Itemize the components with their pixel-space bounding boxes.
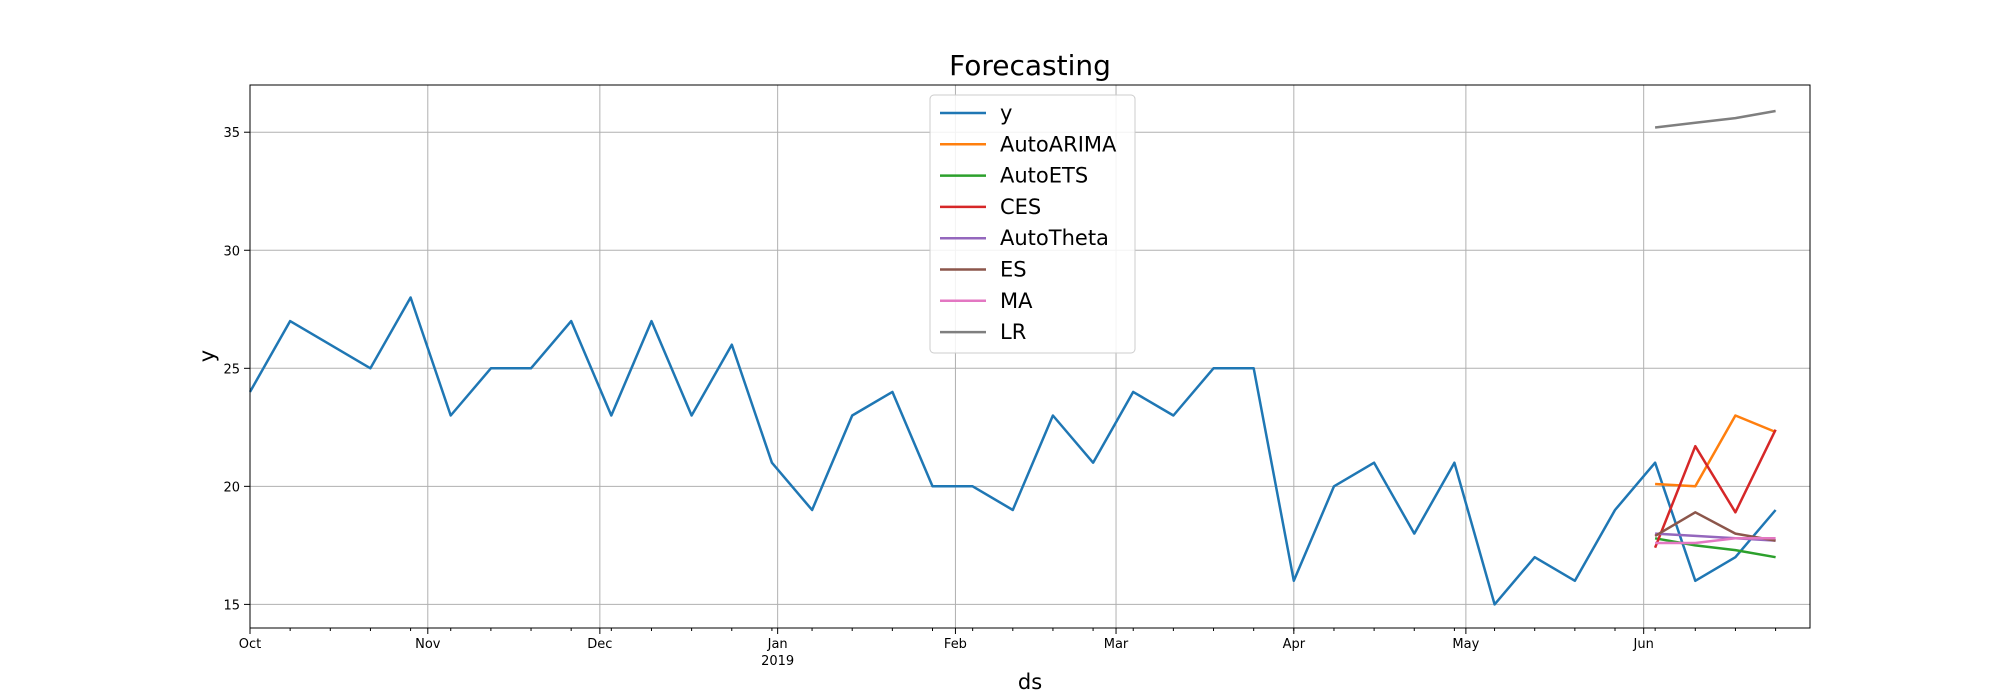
y-axis-label: y [195, 350, 219, 362]
legend-label: CES [1000, 195, 1041, 219]
plot-series [248, 109, 1777, 606]
series-line-ma [1655, 537, 1776, 545]
x-tick-label: Apr [1283, 637, 1306, 652]
legend-label: AutoTheta [1000, 226, 1109, 250]
legend-label: ES [1000, 258, 1027, 282]
legend-item: AutoETS [940, 164, 1088, 188]
legend-label: LR [1000, 320, 1026, 344]
legend-item: CES [940, 195, 1041, 219]
x-tick-label: Oct [239, 637, 261, 652]
y-tick-label: 35 [223, 126, 240, 141]
series-line-lr [1654, 109, 1776, 129]
y-tick-label: 30 [223, 244, 240, 259]
x-tick-label: Jun [1633, 637, 1654, 652]
chart-title: Forecasting [949, 49, 1111, 82]
y-tick-label: 25 [223, 362, 240, 377]
plot-frame [249, 84, 1811, 629]
x-tick-sublabel: 2019 [761, 654, 794, 669]
legend-label: y [1000, 101, 1012, 125]
series-line-y [248, 296, 1777, 606]
x-axis-label: ds [1018, 670, 1042, 694]
x-tick-label: Feb [944, 637, 967, 652]
x-tick-label: Jan [767, 637, 788, 652]
y-tick-label: 15 [223, 598, 240, 613]
legend-box [929, 94, 1136, 354]
legend-item: y [940, 101, 1012, 125]
x-tick-label: Dec [587, 637, 612, 652]
legend-label: AutoARIMA [1000, 132, 1117, 156]
legend-label: MA [1000, 289, 1033, 313]
legend: y AutoARIMA AutoETS CES AutoTheta ES MA LR [929, 94, 1136, 354]
legend-item: AutoTheta [940, 226, 1109, 250]
x-axis-ticks: Oct Nov Dec Jan 2019 Feb Mar Apr May Jun [239, 628, 1777, 669]
legend-item: MA [940, 289, 1033, 313]
legend-item: LR [940, 320, 1026, 344]
series-line-ces [1653, 429, 1777, 549]
x-tick-label: May [1452, 637, 1479, 652]
legend-label: AutoETS [1000, 164, 1088, 188]
y-axis-ticks: 15 20 25 30 35 [223, 126, 250, 613]
y-tick-label: 20 [223, 480, 240, 495]
legend-item: AutoARIMA [940, 132, 1117, 156]
series-line-autoarima [1655, 414, 1777, 488]
legend-item: ES [940, 258, 1027, 282]
x-tick-label: Nov [415, 637, 441, 652]
x-tick-label: Mar [1104, 637, 1129, 652]
